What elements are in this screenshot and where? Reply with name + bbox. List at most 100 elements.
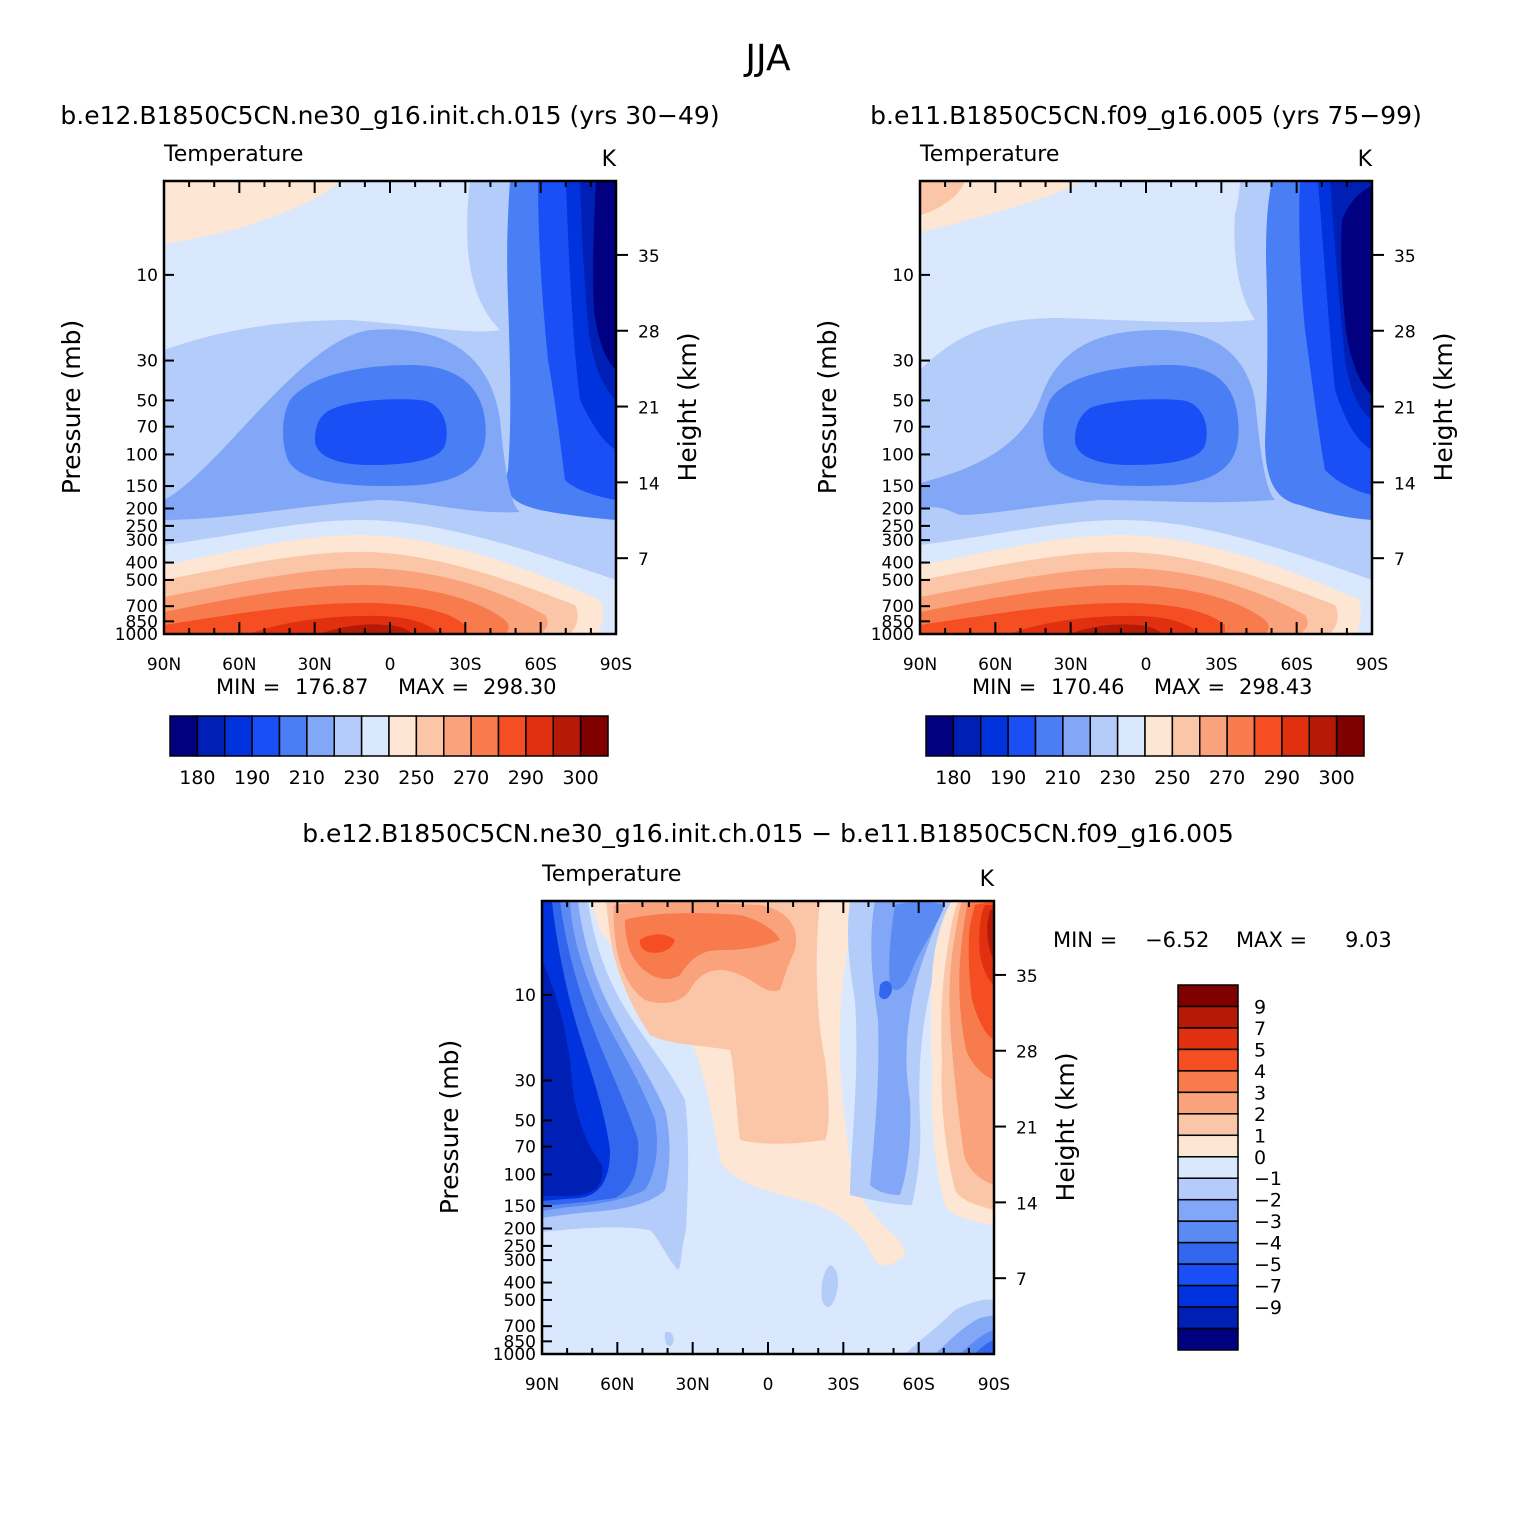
panel-2-units-label: K bbox=[1358, 147, 1373, 172]
colorbar-box bbox=[1116, 715, 1146, 757]
colorbar-box bbox=[1253, 715, 1283, 757]
x-tick-label: 90S bbox=[600, 655, 632, 675]
colorbar-box bbox=[1177, 1134, 1239, 1158]
panel-1-title: b.e12.B1850C5CN.ne30_g16.init.ch.015 (yr… bbox=[60, 101, 719, 130]
x-tick-label: 90N bbox=[525, 1375, 559, 1395]
colorbar-label: −2 bbox=[1254, 1190, 1282, 1212]
height-tick-label: 7 bbox=[1016, 1270, 1027, 1290]
band-trop-3 bbox=[315, 399, 447, 465]
y-tick-label: 700 bbox=[126, 597, 158, 617]
colorbar-box bbox=[443, 715, 472, 757]
height-tick-label: 7 bbox=[638, 550, 649, 570]
y-tick-label: 700 bbox=[504, 1317, 536, 1337]
x-tick-label: 60S bbox=[1280, 655, 1312, 675]
panel-2-max-value: 298.43 bbox=[1239, 675, 1312, 699]
y-tick-label: 200 bbox=[882, 499, 914, 519]
panel-1-ylabel-right: Height (km) bbox=[673, 333, 702, 482]
panel-2-variable-label: Temperature bbox=[919, 142, 1059, 167]
panel-1-contour-field bbox=[164, 181, 616, 634]
x-tick-label: 90N bbox=[147, 655, 181, 675]
panel-2-title: b.e11.B1850C5CN.f09_g16.005 (yrs 75−99) bbox=[870, 101, 1422, 130]
colorbar-box bbox=[1089, 715, 1119, 757]
y-tick-label: 100 bbox=[126, 445, 158, 465]
y-tick-label: 500 bbox=[882, 571, 914, 591]
colorbar-label: 190 bbox=[234, 767, 270, 789]
y-tick-label: 1000 bbox=[115, 625, 158, 645]
colorbar-box bbox=[1177, 1156, 1239, 1179]
colorbar-box bbox=[169, 715, 199, 757]
colorbar-box bbox=[1281, 715, 1310, 757]
y-tick-label: 10 bbox=[892, 266, 914, 286]
colorbar-label: −5 bbox=[1254, 1254, 1282, 1276]
colorbar-box bbox=[415, 715, 445, 757]
colorbar-box bbox=[1177, 1241, 1239, 1265]
x-tick-label: 30S bbox=[827, 1375, 859, 1395]
band-pos-5 bbox=[639, 934, 675, 953]
panel-3-title: b.e12.B1850C5CN.ne30_g16.init.ch.015 − b… bbox=[302, 819, 1234, 848]
colorbar-box bbox=[1007, 715, 1037, 757]
panel-3: b.e12.B1850C5CN.ne30_g16.init.ch.015 − b… bbox=[302, 819, 1392, 1395]
colorbar-label: −3 bbox=[1254, 1211, 1282, 1233]
x-tick-label: 30S bbox=[449, 655, 481, 675]
panel-2-max-label: MAX = bbox=[1154, 675, 1225, 699]
y-tick-label: 300 bbox=[126, 531, 158, 551]
height-tick-label: 35 bbox=[1394, 247, 1416, 267]
y-tick-label: 30 bbox=[514, 1072, 536, 1092]
band-sh-5 bbox=[593, 181, 616, 370]
x-tick-label: 60S bbox=[902, 1375, 934, 1395]
colorbar-box bbox=[1177, 1220, 1239, 1244]
y-tick-label: 850 bbox=[504, 1332, 536, 1352]
x-tick-label: 0 bbox=[1141, 655, 1152, 675]
band-sh-pos-7 bbox=[987, 910, 994, 960]
colorbar-label: 270 bbox=[1209, 767, 1245, 789]
height-tick-label: 7 bbox=[1394, 550, 1405, 570]
colorbar-label: 210 bbox=[1045, 767, 1081, 789]
colorbar-box bbox=[333, 715, 363, 757]
colorbar-box bbox=[1177, 1005, 1239, 1029]
panel-1-max-label: MAX = bbox=[398, 675, 469, 699]
y-tick-label: 10 bbox=[514, 986, 536, 1006]
colorbar-box bbox=[980, 715, 1009, 757]
band-trop-3 bbox=[1075, 399, 1207, 465]
colorbar-label: 210 bbox=[289, 767, 325, 789]
panel-3-ylabel: Pressure (mb) bbox=[435, 1040, 464, 1214]
height-tick-label: 14 bbox=[638, 474, 660, 494]
x-tick-label: 30N bbox=[1053, 655, 1087, 675]
colorbar-label: 3 bbox=[1254, 1082, 1266, 1104]
colorbar-box bbox=[1177, 1306, 1239, 1330]
y-tick-label: 200 bbox=[126, 499, 158, 519]
panel-3-min-label: MIN = bbox=[1053, 928, 1117, 952]
panel-3-ticks: 1030507010015020025030040050070085010003… bbox=[493, 901, 1038, 1395]
panel-1-max-value: 298.30 bbox=[483, 675, 556, 699]
panel-3-contour-field bbox=[542, 901, 994, 1354]
x-tick-label: 0 bbox=[385, 655, 396, 675]
colorbar-box bbox=[1062, 715, 1091, 757]
panel-2-colorbar: 180 190 210 230 250 270 290 300 bbox=[925, 715, 1365, 789]
panel-1-ticks: 1030507010015020025030040050070085010003… bbox=[115, 181, 660, 675]
colorbar-box bbox=[1177, 1048, 1239, 1072]
colorbar-box bbox=[497, 715, 527, 757]
panel-2-contour-field bbox=[920, 181, 1372, 634]
colorbar-label: 250 bbox=[398, 767, 434, 789]
colorbar-box bbox=[1226, 715, 1256, 757]
colorbar-box bbox=[360, 715, 390, 757]
colorbar-box bbox=[1177, 1263, 1239, 1287]
height-tick-label: 14 bbox=[1394, 474, 1416, 494]
colorbar-box bbox=[1177, 1091, 1239, 1115]
y-tick-label: 70 bbox=[514, 1138, 536, 1158]
panel-3-max-label: MAX = bbox=[1236, 928, 1307, 952]
band-sh-5 bbox=[1341, 186, 1372, 395]
panel-1-min-label: MIN = bbox=[216, 675, 280, 699]
y-tick-label: 500 bbox=[126, 571, 158, 591]
panel-1-ylabel: Pressure (mb) bbox=[57, 320, 86, 494]
y-tick-label: 250 bbox=[504, 1237, 536, 1257]
colorbar-box bbox=[251, 715, 281, 757]
colorbar-label: −9 bbox=[1254, 1297, 1282, 1319]
colorbar-box bbox=[1199, 715, 1228, 757]
y-tick-label: 850 bbox=[126, 612, 158, 632]
x-tick-label: 60N bbox=[978, 655, 1012, 675]
y-tick-label: 10 bbox=[136, 266, 158, 286]
x-tick-label: 0 bbox=[763, 1375, 774, 1395]
y-tick-label: 30 bbox=[892, 352, 914, 372]
